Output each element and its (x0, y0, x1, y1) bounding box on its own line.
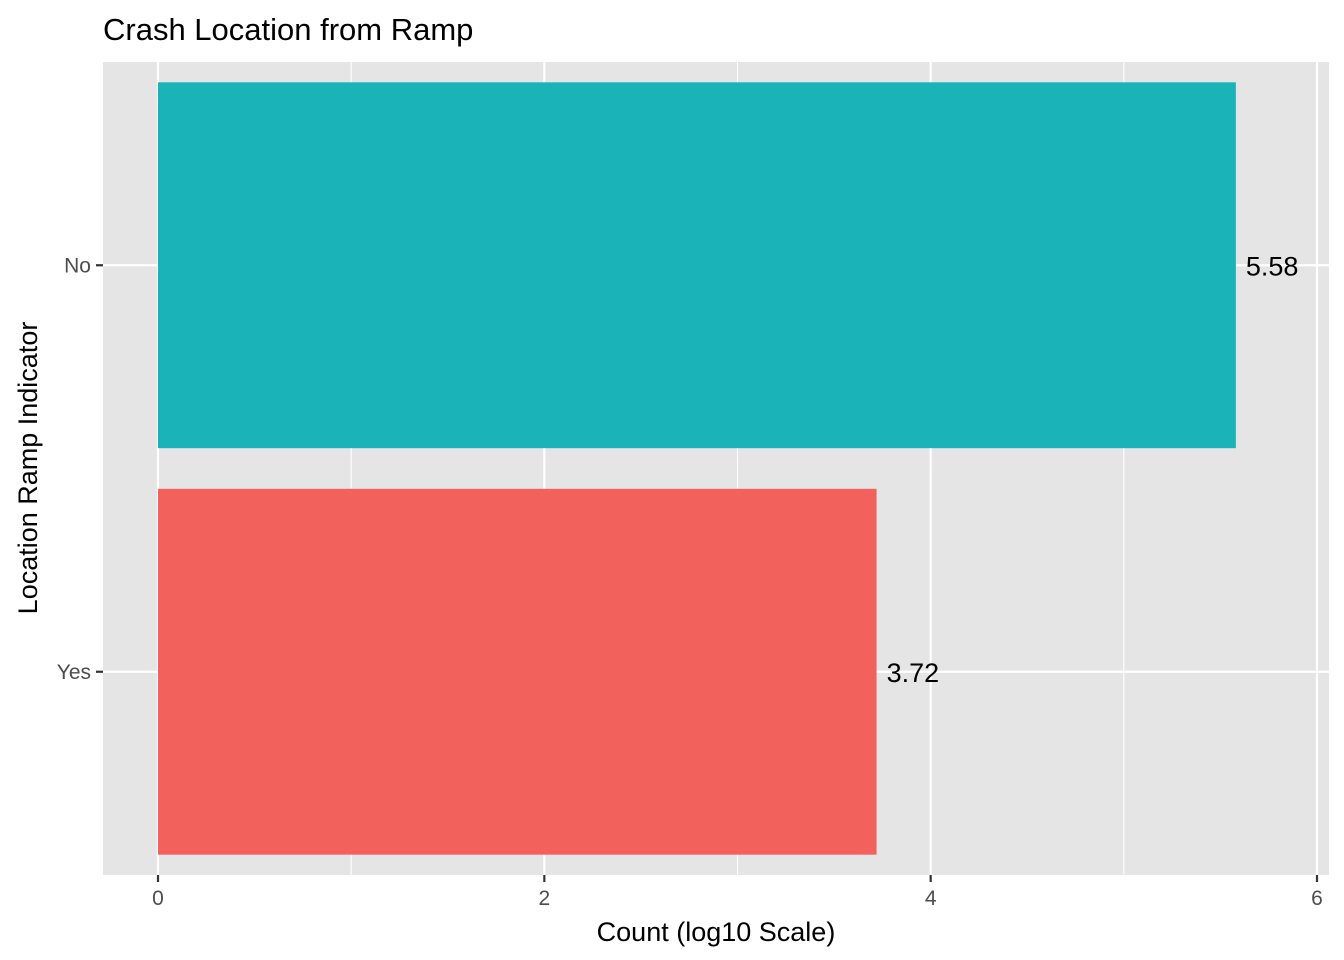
x-tick-label: 6 (1311, 887, 1323, 910)
data-label-yes: 3.72 (887, 658, 940, 688)
x-tick-label: 2 (538, 887, 550, 910)
data-label-no: 5.58 (1246, 251, 1299, 281)
bar-yes (158, 488, 877, 855)
x-tick-label: 4 (925, 887, 937, 910)
bars (158, 82, 1236, 855)
y-axis-title: Location Ramp Indicator (13, 322, 43, 615)
x-axis: 0 2 4 6 (152, 875, 1323, 910)
bar-no (158, 82, 1236, 449)
y-axis: No Yes (57, 254, 103, 684)
y-tick-label-no: No (64, 254, 91, 277)
chart-title: Crash Location from Ramp (103, 12, 473, 47)
data-labels: 5.58 3.72 (887, 251, 1299, 688)
x-tick-label: 0 (152, 887, 164, 910)
x-axis-title: Count (log10 Scale) (597, 917, 836, 947)
y-tick-label-yes: Yes (57, 661, 91, 684)
